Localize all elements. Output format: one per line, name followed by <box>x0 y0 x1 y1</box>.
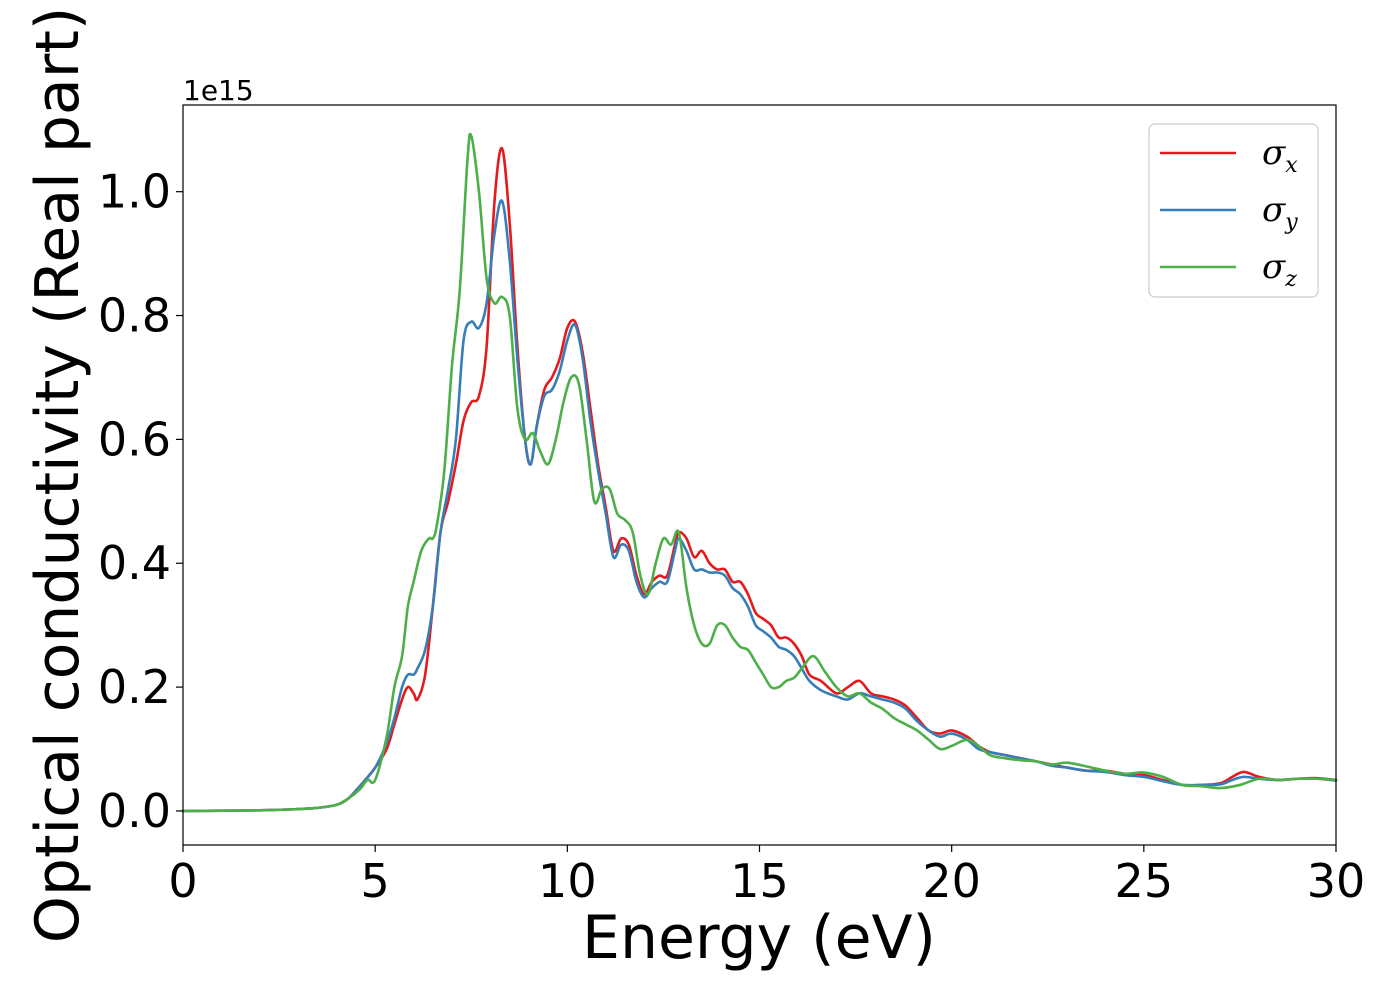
legend-label-x: σx <box>1262 133 1298 178</box>
y-tick-label: 0.4 <box>98 536 171 590</box>
x-tick-label: 5 <box>361 854 390 908</box>
plot-area <box>181 104 1338 846</box>
y-offset-label: 1e15 <box>183 74 254 107</box>
y-tick-label: 0.2 <box>98 660 171 714</box>
y-tick-label: 0.0 <box>98 784 171 838</box>
y-axis: 0.0 0.2 0.4 0.6 0.8 1.0 <box>98 165 183 838</box>
legend-label-y: σy <box>1262 190 1298 235</box>
x-tick-label: 25 <box>1115 854 1174 908</box>
x-tick-label: 20 <box>922 854 981 908</box>
plot-background <box>183 105 1336 845</box>
x-axis-title: Energy (eV) <box>582 903 936 973</box>
series-line-z <box>181 132 1338 813</box>
x-tick-label: 30 <box>1307 854 1366 908</box>
legend: σx σy σz <box>1148 123 1319 298</box>
legend-label-z: σz <box>1262 247 1297 292</box>
y-tick-label: 1.0 <box>98 165 171 219</box>
series-layer <box>181 132 1338 813</box>
x-axis: 0 5 10 15 20 25 30 <box>168 845 1365 908</box>
y-tick-label: 0.6 <box>98 412 171 466</box>
y-axis-title: Optical conductivity (Real part) <box>23 7 93 944</box>
y-tick-label: 0.8 <box>98 289 171 343</box>
x-tick-label: 0 <box>168 854 197 908</box>
x-tick-label: 15 <box>730 854 789 908</box>
x-tick-label: 10 <box>538 854 597 908</box>
